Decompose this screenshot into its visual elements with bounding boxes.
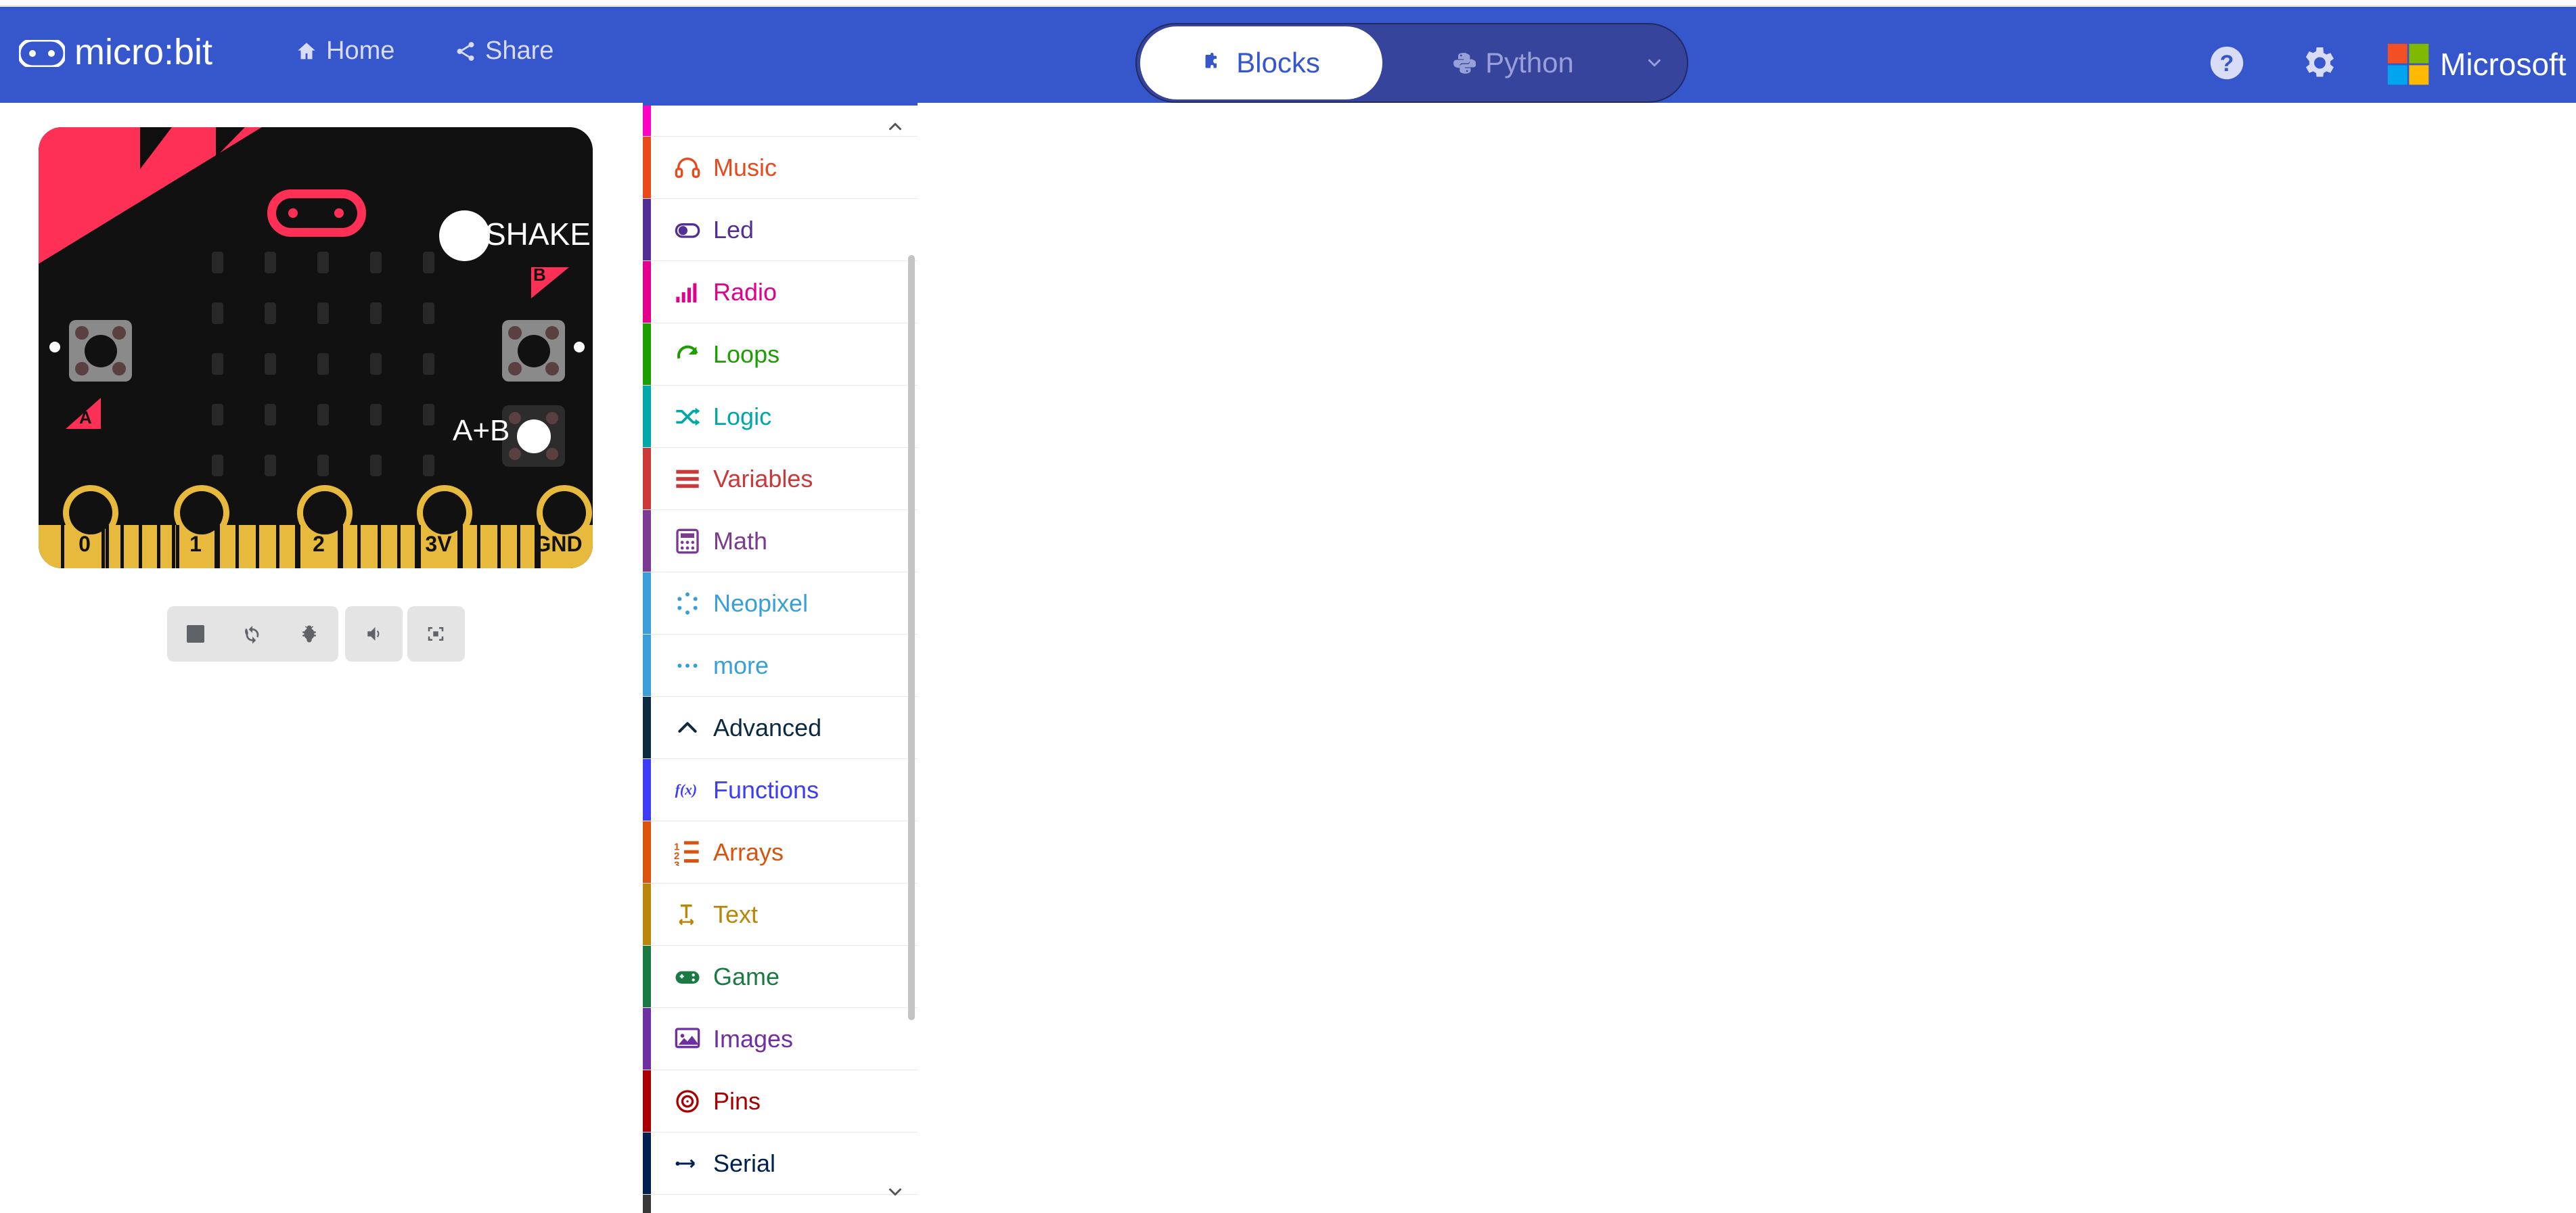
svg-text:f(x): f(x) <box>675 781 697 798</box>
svg-text:?: ? <box>2220 51 2234 76</box>
svg-text:3: 3 <box>674 859 679 866</box>
